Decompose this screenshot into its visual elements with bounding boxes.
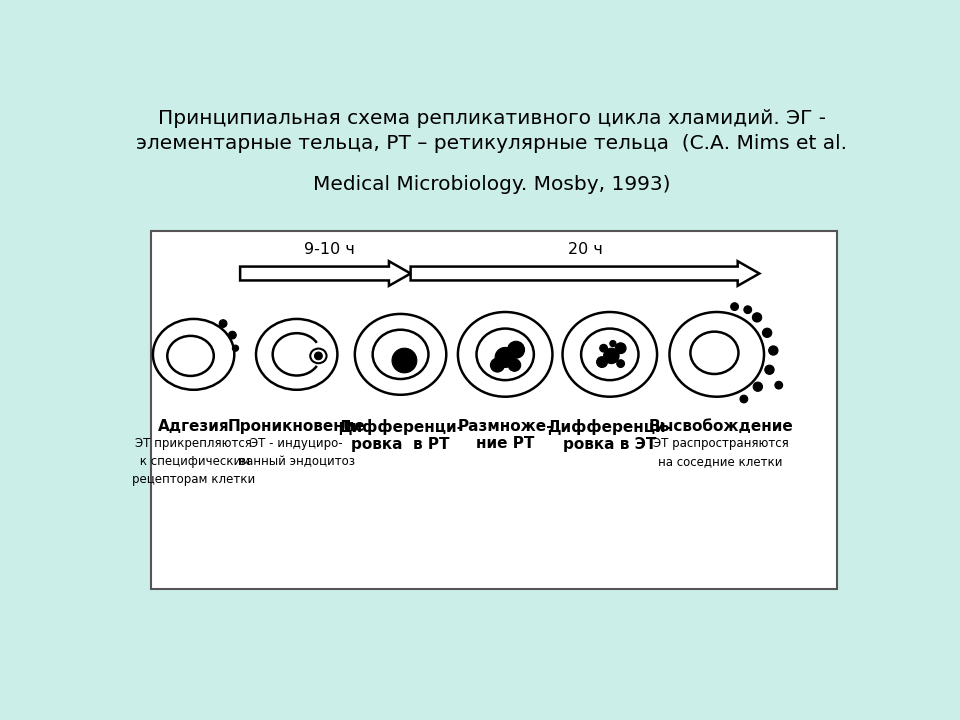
Ellipse shape <box>310 348 326 363</box>
Text: элементарные тельца, РТ – ретикулярные тельца  (С.А. Mims et al.: элементарные тельца, РТ – ретикулярные т… <box>136 134 848 153</box>
Circle shape <box>753 312 761 322</box>
Text: 9-10 ч: 9-10 ч <box>303 242 354 257</box>
Text: Размноже-
ние РТ: Размноже- ние РТ <box>457 419 553 451</box>
Circle shape <box>392 348 417 373</box>
Ellipse shape <box>581 328 638 380</box>
Circle shape <box>615 343 626 354</box>
Circle shape <box>775 382 782 389</box>
Text: Дифференци-
ровка  в РТ: Дифференци- ровка в РТ <box>338 419 463 452</box>
Circle shape <box>769 346 778 355</box>
Text: 20 ч: 20 ч <box>567 242 603 257</box>
Text: Проникновение: Проникновение <box>228 419 366 434</box>
Text: ЭТ распространяются
на соседние клетки: ЭТ распространяются на соседние клетки <box>653 437 788 468</box>
Circle shape <box>744 306 752 313</box>
Text: ЭТ - индуциро-
ванный эндоцитоз: ЭТ - индуциро- ванный эндоцитоз <box>239 437 354 468</box>
Circle shape <box>740 395 748 403</box>
Circle shape <box>600 344 608 352</box>
Circle shape <box>762 328 772 338</box>
FancyArrow shape <box>240 261 411 286</box>
Circle shape <box>228 331 236 339</box>
Circle shape <box>232 345 239 351</box>
Text: Medical Microbiology. Mosby, 1993): Medical Microbiology. Mosby, 1993) <box>313 176 671 194</box>
Ellipse shape <box>372 330 428 379</box>
Circle shape <box>508 359 520 372</box>
Circle shape <box>508 341 524 359</box>
Text: Принципиальная схема репликативного цикла хламидий. ЭГ -: Принципиальная схема репликативного цикл… <box>158 109 826 128</box>
Bar <box>151 231 837 589</box>
Text: Дифференци-
ровка в ЭТ: Дифференци- ровка в ЭТ <box>547 419 672 452</box>
Circle shape <box>315 352 323 360</box>
Circle shape <box>219 320 227 328</box>
Ellipse shape <box>690 332 738 374</box>
Circle shape <box>731 303 738 310</box>
Circle shape <box>604 348 619 364</box>
Circle shape <box>765 365 774 374</box>
FancyArrow shape <box>411 261 759 286</box>
Circle shape <box>754 382 762 391</box>
Circle shape <box>491 359 504 372</box>
Ellipse shape <box>167 336 214 376</box>
Text: Высвобождение: Высвобождение <box>648 419 793 434</box>
Circle shape <box>596 356 608 367</box>
Ellipse shape <box>476 328 534 380</box>
Text: Адгезия: Адгезия <box>157 419 229 434</box>
Circle shape <box>610 341 616 346</box>
Circle shape <box>616 360 625 367</box>
Text: ЭТ прикрепляются
 к специфическим
рецепторам клетки: ЭТ прикрепляются к специфическим рецепто… <box>132 437 255 486</box>
Circle shape <box>495 348 516 367</box>
